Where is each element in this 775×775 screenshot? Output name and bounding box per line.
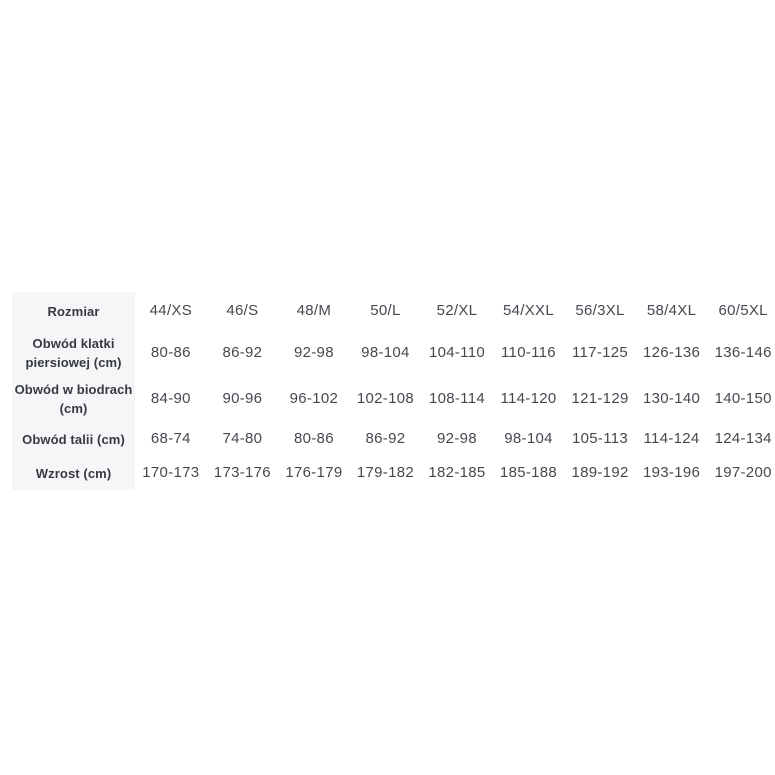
size-value-cell: 176-179 <box>285 464 343 481</box>
table-row-height: Wzrost (cm) 170-173 173-176 176-179 179-… <box>12 456 775 490</box>
size-value-cell: 182-185 <box>428 464 486 481</box>
size-value-cell: 121-129 <box>571 390 629 407</box>
size-value-cell: 104-110 <box>428 344 485 361</box>
row-header-height: Wzrost (cm) <box>12 456 136 490</box>
row-header-hips: Obwód w biodrach (cm) <box>12 376 136 422</box>
size-header-cell: 50/L <box>370 302 401 319</box>
size-value-cell: 124-134 <box>714 430 772 447</box>
size-header-cell: 52/XL <box>436 302 478 319</box>
size-value-cell: 92-98 <box>437 430 477 447</box>
size-value-cell: 140-150 <box>714 390 772 407</box>
size-value-cell: 108-114 <box>428 390 485 407</box>
size-header-cell: 56/3XL <box>575 302 625 319</box>
size-table: Rozmiar 44/XS 46/S 48/M 50/L 52/XL 54/XX… <box>12 292 775 490</box>
size-value-cell: 96-102 <box>289 390 339 407</box>
size-value-cell: 114-120 <box>500 390 557 407</box>
size-chart-section: Rozmiar 44/XS 46/S 48/M 50/L 52/XL 54/XX… <box>12 292 775 490</box>
size-value-cell: 126-136 <box>642 344 701 361</box>
size-value-cell: 90-96 <box>222 390 263 407</box>
table-row-sizes: Rozmiar 44/XS 46/S 48/M 50/L 52/XL 54/XX… <box>12 292 775 330</box>
size-value-cell: 102-108 <box>356 390 415 407</box>
size-value-cell: 98-104 <box>361 344 410 361</box>
table-row-waist: Obwód talii (cm) 68-74 74-80 80-86 86-92… <box>12 422 775 456</box>
table-row-chest: Obwód klatki piersiowej (cm) 80-86 86-92… <box>12 330 775 376</box>
size-value-cell: 185-188 <box>499 464 558 481</box>
size-value-cell: 105-113 <box>572 430 629 447</box>
row-header-chest: Obwód klatki piersiowej (cm) <box>12 330 136 376</box>
size-value-cell: 86-92 <box>365 430 406 447</box>
size-header-cell: 54/XXL <box>502 302 554 319</box>
size-header-cell: 46/S <box>226 302 259 319</box>
size-value-cell: 117-125 <box>572 344 629 361</box>
size-value-cell: 179-182 <box>356 464 415 481</box>
size-value-cell: 98-104 <box>504 430 553 447</box>
row-header-waist: Obwód talii (cm) <box>12 422 136 456</box>
size-value-cell: 68-74 <box>150 430 191 447</box>
table-row-hips: Obwód w biodrach (cm) 84-90 90-96 96-102… <box>12 376 775 422</box>
size-value-cell: 197-200 <box>714 464 772 481</box>
size-value-cell: 86-92 <box>222 344 263 361</box>
size-value-cell: 114-124 <box>643 430 700 447</box>
size-value-cell: 173-176 <box>213 464 271 481</box>
table-corner-header: Rozmiar <box>12 292 136 330</box>
size-value-cell: 84-90 <box>150 390 191 407</box>
size-header-cell: 58/4XL <box>646 302 697 319</box>
size-value-cell: 80-86 <box>150 344 191 361</box>
size-value-cell: 80-86 <box>293 430 334 447</box>
size-value-cell: 74-80 <box>222 430 263 447</box>
size-value-cell: 170-173 <box>142 464 200 481</box>
size-value-cell: 110-116 <box>501 344 556 361</box>
size-value-cell: 189-192 <box>571 464 629 481</box>
size-value-cell: 193-196 <box>642 464 701 481</box>
size-value-cell: 130-140 <box>642 390 701 407</box>
size-header-cell: 48/M <box>296 302 332 319</box>
size-value-cell: 136-146 <box>714 344 772 361</box>
size-value-cell: 92-98 <box>293 344 334 361</box>
size-header-cell: 60/5XL <box>718 302 768 319</box>
size-header-cell: 44/XS <box>149 302 193 319</box>
